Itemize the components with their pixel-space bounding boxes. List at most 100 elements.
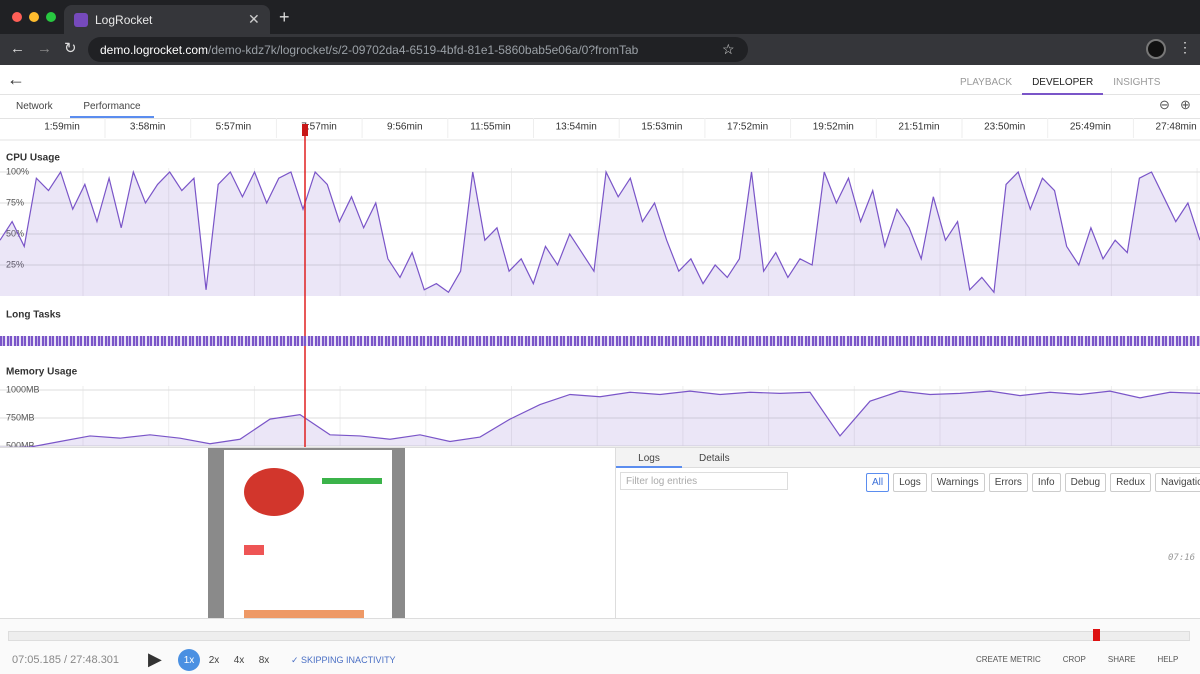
tab-close[interactable]: ✕ xyxy=(248,11,260,27)
product-image xyxy=(244,468,304,516)
player-actions: CREATE METRIC CROP SHARE HELP xyxy=(960,655,1178,664)
buy-button xyxy=(322,478,382,484)
speed[interactable]: 8x xyxy=(258,655,270,666)
bookmark[interactable]: ☆ xyxy=(722,41,735,58)
header-tab[interactable]: DEVELOPER xyxy=(1022,65,1104,95)
filter-button[interactable]: Warnings xyxy=(930,473,985,492)
skip-label: SKIPPING INACTIVITY xyxy=(301,655,396,665)
filter-button[interactable]: All xyxy=(866,473,890,492)
back[interactable]: ← xyxy=(10,40,25,57)
performance-charts: CPU Usage Long Tasks Memory Usage 1:59mi… xyxy=(0,118,1200,447)
logs-panel: Logs Details Filter log entries All Logs W… xyxy=(615,448,1200,618)
filter-button[interactable]: Logs xyxy=(893,473,927,492)
min-dot[interactable] xyxy=(29,12,39,22)
video xyxy=(208,448,405,618)
filter-button[interactable]: Redux xyxy=(1110,473,1151,492)
playhead-handle xyxy=(302,124,308,136)
avatar[interactable] xyxy=(1146,39,1166,59)
time-label: 7:57min xyxy=(301,122,337,133)
filter-button[interactable]: Debug xyxy=(1064,473,1107,492)
player-action[interactable]: CROP xyxy=(1062,655,1086,664)
filter-buttons: All Logs Warnings Errors Info Debug Redux Navig… xyxy=(866,473,1200,492)
time-label: 15:53min xyxy=(641,122,682,133)
log-timestamp: 07:16 xyxy=(1168,553,1196,563)
long-tasks-strip xyxy=(0,336,1200,346)
time-label: 27:48min xyxy=(1156,122,1197,133)
time-label: 17:52min xyxy=(727,122,768,133)
toolbar: ← → ↻ demo.logrocket.com/demo-kdz7k/logr… xyxy=(0,34,1200,65)
filter-button[interactable]: Navigation xyxy=(1154,473,1200,492)
new-tab[interactable]: + xyxy=(279,7,290,27)
time-label: 25:49min xyxy=(1070,122,1111,133)
menu[interactable]: ⋮ xyxy=(1178,39,1192,55)
cpu-title: CPU Usage xyxy=(6,153,60,164)
cpu-area xyxy=(0,172,1200,296)
logs-tabs: Logs Details xyxy=(616,448,1200,468)
zoom-in[interactable]: ⊕ xyxy=(1180,97,1191,112)
video-frame xyxy=(224,450,392,618)
player-action[interactable]: CREATE METRIC xyxy=(976,655,1041,664)
y-tick-label: 100% xyxy=(6,166,29,176)
y-tick-label: 500MB xyxy=(6,440,35,447)
subtab-bar: Network Performance ⊖ ⊕ xyxy=(0,95,1200,119)
time-label: 3:58min xyxy=(130,122,166,133)
filter-button[interactable]: Errors xyxy=(988,473,1028,492)
tab[interactable]: LogRocket ✕ xyxy=(64,5,270,34)
details-tab[interactable]: Details xyxy=(699,453,730,464)
thumb xyxy=(244,545,264,555)
scrubber-head[interactable] xyxy=(1093,629,1100,641)
close-dot[interactable] xyxy=(12,12,22,22)
y-tick-label: 25% xyxy=(6,259,24,269)
time-label: 23:50min xyxy=(984,122,1025,133)
time-label: 9:56min xyxy=(387,122,423,133)
header-tab[interactable]: INSIGHTS xyxy=(1113,77,1161,88)
player: 07:05.185 / 27:48.301 ▶ 1x 2x 4x 8x ✓ SKIPP… xyxy=(0,618,1200,674)
max-dot[interactable] xyxy=(46,12,56,22)
url-host: demo.logrocket.com xyxy=(100,43,209,57)
y-tick-label: 50% xyxy=(6,228,24,238)
log-filter[interactable]: Filter log entries xyxy=(620,472,788,490)
subtab-active[interactable]: Performance xyxy=(70,95,154,118)
speed[interactable]: 1x xyxy=(178,649,200,671)
speeds: 1x 2x 4x 8x xyxy=(178,649,278,671)
time-label: 11:55min xyxy=(470,122,510,133)
header-tab[interactable]: PLAYBACK xyxy=(960,77,1013,88)
bottom-panel: Logs Details Filter log entries All Logs W… xyxy=(0,447,1200,618)
url-path: /demo-kdz7k/logrocket/s/2-09702da4-6519-… xyxy=(208,43,639,57)
tab-strip: LogRocket ✕ + xyxy=(0,0,1200,34)
time-label: 21:51min xyxy=(898,122,939,133)
memory-area xyxy=(0,391,1200,447)
forward[interactable]: → xyxy=(37,40,52,57)
time-label: 1:59min xyxy=(44,122,80,133)
filter-button[interactable]: Info xyxy=(1031,473,1061,492)
scrubber[interactable] xyxy=(8,631,1190,641)
y-tick-label: 1000MB xyxy=(6,384,40,394)
player-action[interactable]: HELP xyxy=(1157,655,1179,664)
memory-line xyxy=(17,390,1200,447)
zoom-out[interactable]: ⊖ xyxy=(1159,97,1170,112)
header-tabs: PLAYBACK DEVELOPER INSIGHTS xyxy=(950,65,1170,95)
omnibox[interactable]: demo.logrocket.com/demo-kdz7k/logrocket/… xyxy=(88,37,748,62)
url: demo.logrocket.com/demo-kdz7k/logrocket/… xyxy=(100,43,638,57)
subtab[interactable]: Network xyxy=(16,101,53,112)
reload[interactable]: ↻ xyxy=(64,40,77,57)
speed[interactable]: 4x xyxy=(233,655,245,666)
speed[interactable]: 2x xyxy=(208,655,220,666)
y-tick-label: 750MB xyxy=(6,412,35,422)
favicon xyxy=(74,13,88,27)
play[interactable]: ▶ xyxy=(148,649,162,669)
y-tick-label: 75% xyxy=(6,197,24,207)
time-label: 5:57min xyxy=(216,122,252,133)
back-arrow[interactable]: ← xyxy=(7,69,25,89)
thumb-row xyxy=(244,610,364,618)
player-time: 07:05.185 / 27:48.301 xyxy=(12,654,120,666)
player-action[interactable]: SHARE xyxy=(1107,655,1136,664)
tab-title: LogRocket xyxy=(95,13,153,27)
memory-title: Memory Usage xyxy=(6,367,78,378)
long-tasks-title: Long Tasks xyxy=(6,310,61,321)
time-label: 19:52min xyxy=(813,122,854,133)
app-header: ← PLAYBACK DEVELOPER INSIGHTS xyxy=(0,65,1200,95)
logs-tab[interactable]: Logs xyxy=(616,448,682,468)
skip-inactivity[interactable]: ✓ SKIPPING INACTIVITY xyxy=(291,655,396,665)
